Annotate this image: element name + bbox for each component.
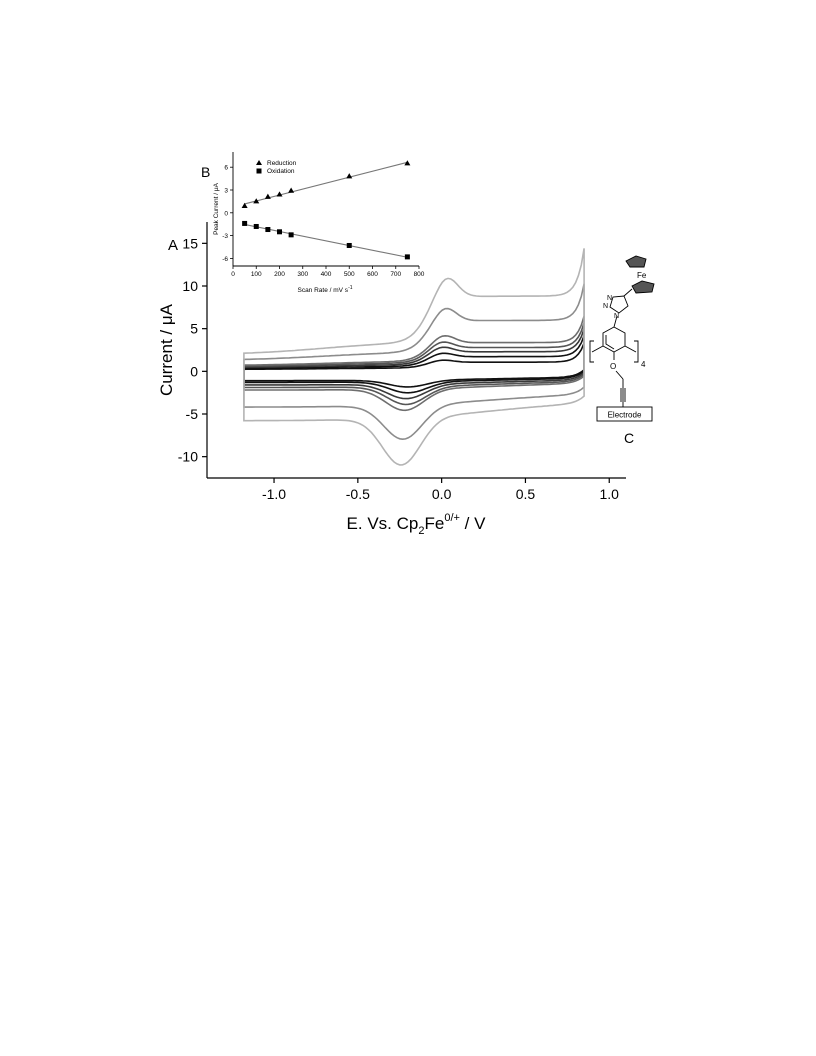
inset-y-ticks: -6 -3 0 3 6: [222, 165, 233, 263]
main-y-axis-label: Current / μA: [157, 303, 176, 396]
reduction-point: [288, 187, 295, 193]
oxidation-point: [277, 229, 282, 235]
main-x-axis-label: E. Vs. Cp2Fe0/+ / V: [347, 512, 487, 537]
inset-x-label-sup: -1: [348, 285, 353, 291]
inset-x-tick-label: 0: [231, 271, 235, 278]
main-x-ticks: -1.0 -0.5 0.0 0.5 1.0: [262, 478, 619, 502]
inset-y-tick-label: 3: [224, 188, 228, 195]
triazole-aryl-bond: [613, 315, 618, 328]
main-x-tick-label: -1.0: [262, 486, 286, 502]
panel-b-label: B: [201, 164, 210, 180]
reduction-point: [241, 202, 248, 208]
iron-label: Fe: [637, 271, 647, 280]
cv-curve-7: [243, 248, 585, 466]
inset-x-tick-label: 700: [390, 271, 401, 278]
methylene-right: [624, 345, 637, 353]
inset-y-tick-label: -3: [222, 233, 228, 240]
reduction-point: [264, 193, 271, 199]
inset-x-tick-label: 400: [321, 271, 332, 278]
inset-y-tick-label: 0: [224, 210, 228, 217]
reduction-point: [404, 160, 411, 166]
x-label-subscript: 2: [418, 525, 424, 537]
triazole-ring: [609, 295, 629, 314]
fit-line-reduction: [244, 161, 408, 205]
inset-x-tick-label: 500: [344, 271, 355, 278]
fit-line-oxidation: [244, 223, 408, 258]
repeat-count: 4: [641, 360, 646, 369]
panel-c-label: C: [624, 430, 634, 446]
inset-x-tick-label: 600: [367, 271, 378, 278]
oxidation-point: [404, 254, 410, 260]
main-y-ticks: -10 -5 0 5 10 15: [178, 235, 207, 465]
methylene-left: [591, 345, 604, 353]
oxidation-point: [253, 223, 259, 229]
inset-x-tick-label: 300: [297, 271, 308, 278]
cv-curves: [243, 248, 585, 466]
main-y-tick-label: -5: [186, 406, 199, 422]
repeat-bracket-left: [589, 340, 594, 363]
main-y-tick-label: -10: [178, 449, 198, 465]
x-label-part-1: E. Vs. Cp: [347, 514, 419, 533]
inset-x-ticks: 0 100 200 300 400 500 600 700 800: [231, 266, 425, 278]
main-x-tick-label: 0.5: [516, 486, 536, 502]
main-x-tick-label: 1.0: [600, 486, 620, 502]
panel-a-label: A: [168, 237, 178, 254]
cv-curve-5: [243, 315, 585, 412]
x-label-part-3: / V: [460, 514, 486, 533]
x-label-superscript: 0/+: [444, 512, 460, 524]
ferrocene-calixarene-structure: Fe N N N 4 O Electrode C: [589, 255, 655, 446]
inset-peak-current-chart: B -6 -3 0 3 6 0 100 200 300 400 500 600 700 800 Redu…: [201, 148, 425, 294]
main-y-tick-label: 5: [190, 321, 198, 337]
inset-x-tick-label: 800: [414, 271, 425, 278]
cyclopentadienyl-ring-top: [625, 255, 647, 268]
reduction-point: [253, 198, 260, 204]
legend-label-reduction: Reduction: [267, 160, 297, 167]
main-y-tick-label: 0: [190, 363, 198, 379]
main-y-tick-label: 10: [182, 278, 198, 294]
benzene-inner-bond: [605, 335, 615, 350]
inset-y-tick-label: -6: [222, 256, 228, 263]
legend-triangle-marker: [256, 160, 262, 165]
reduction-point: [346, 173, 353, 179]
main-x-tick-label: -0.5: [346, 486, 370, 502]
main-x-tick-label: 0.0: [432, 486, 452, 502]
oxidation-point: [265, 227, 271, 233]
triazole-n2: N: [603, 303, 608, 310]
inset-series: [241, 160, 411, 260]
electrode-box: [596, 406, 653, 422]
oxygen-ch2-bond: [615, 370, 624, 380]
repeat-bracket-right: [634, 340, 639, 363]
x-label-part-2: Fe: [424, 514, 444, 533]
reduction-point: [276, 191, 283, 197]
inset-x-axis-label: Scan Rate / mV s-1: [297, 285, 352, 294]
inset-x-tick-label: 100: [251, 271, 262, 278]
oxidation-point: [288, 232, 294, 238]
inset-x-label-main: Scan Rate / mV s: [297, 287, 348, 294]
main-y-tick-label: 15: [182, 235, 198, 251]
oxidation-point: [346, 242, 352, 248]
legend-label-oxidation: Oxidation: [267, 168, 295, 175]
cyclopentadienyl-ring-bottom: [631, 280, 655, 294]
electrode-label: Electrode: [608, 411, 642, 420]
inset-x-tick-label: 200: [274, 271, 285, 278]
triazole-n1: N: [607, 295, 612, 302]
ferrocene-triazole-bond: [623, 288, 633, 297]
oxygen-label: O: [610, 362, 616, 371]
oxidation-point: [242, 220, 248, 226]
inset-y-tick-label: 6: [224, 165, 228, 172]
legend-square-marker: [256, 168, 262, 174]
inset-y-axis-label: Peak Current / μA: [213, 182, 220, 234]
